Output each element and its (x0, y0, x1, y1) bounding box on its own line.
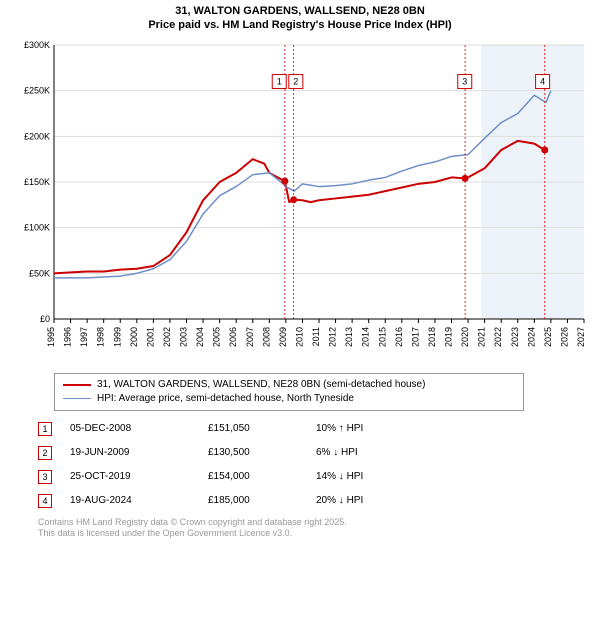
svg-text:2020: 2020 (460, 327, 470, 347)
svg-text:2024: 2024 (526, 327, 536, 347)
svg-text:2014: 2014 (361, 327, 371, 347)
legend-swatch (63, 384, 91, 386)
footer-attribution: Contains HM Land Registry data © Crown c… (38, 517, 592, 540)
svg-text:2016: 2016 (394, 327, 404, 347)
svg-text:2025: 2025 (543, 327, 553, 347)
svg-text:2011: 2011 (311, 327, 321, 346)
footer-line1: Contains HM Land Registry data © Crown c… (38, 517, 592, 529)
svg-text:2010: 2010 (294, 327, 304, 347)
line-chart: £0 £50K £100K £150K £200K £250K £300K 1995 1996 1… (8, 37, 592, 367)
row-price: £185,000 (208, 495, 298, 506)
row-diff: 14% ↓ HPI (316, 471, 426, 482)
svg-text:2023: 2023 (510, 327, 520, 347)
svg-text:2021: 2021 (477, 327, 487, 347)
svg-text:1995: 1995 (46, 327, 56, 347)
legend-swatch (63, 398, 91, 399)
svg-text:2019: 2019 (444, 327, 454, 347)
svg-text:2007: 2007 (245, 327, 255, 347)
svg-text:2009: 2009 (278, 327, 288, 347)
svg-text:1996: 1996 (63, 327, 73, 347)
svg-text:2015: 2015 (377, 327, 387, 347)
row-price: £151,050 (208, 423, 298, 434)
svg-text:£200K: £200K (24, 131, 50, 141)
svg-text:£150K: £150K (24, 177, 50, 187)
svg-text:2004: 2004 (195, 327, 205, 347)
svg-text:1999: 1999 (112, 327, 122, 347)
row-date: 19-AUG-2024 (70, 495, 190, 506)
legend: 31, WALTON GARDENS, WALLSEND, NE28 0BN (… (54, 373, 524, 411)
svg-text:2003: 2003 (179, 327, 189, 347)
row-date: 05-DEC-2008 (70, 423, 190, 434)
row-marker: 2 (38, 446, 52, 460)
row-price: £130,500 (208, 447, 298, 458)
svg-text:2: 2 (293, 76, 298, 86)
svg-text:2012: 2012 (328, 327, 338, 347)
svg-text:£100K: £100K (24, 222, 50, 232)
svg-text:2002: 2002 (162, 327, 172, 347)
legend-row: 31, WALTON GARDENS, WALLSEND, NE28 0BN (… (63, 378, 515, 392)
svg-text:£0: £0 (40, 314, 50, 324)
svg-text:2000: 2000 (129, 327, 139, 347)
svg-text:1998: 1998 (96, 327, 106, 347)
chart-area: £0 £50K £100K £150K £200K £250K £300K 1995 1996 1… (8, 37, 592, 367)
row-marker: 4 (38, 494, 52, 508)
svg-text:3: 3 (462, 76, 467, 86)
table-row: 4 19-AUG-2024 £185,000 20% ↓ HPI (38, 489, 592, 513)
legend-row: HPI: Average price, semi-detached house,… (63, 392, 515, 406)
svg-text:2022: 2022 (493, 327, 503, 347)
row-date: 25-OCT-2019 (70, 471, 190, 482)
svg-text:£50K: £50K (29, 268, 50, 278)
svg-text:2005: 2005 (212, 327, 222, 347)
price-table: 1 05-DEC-2008 £151,050 10% ↑ HPI 2 19-JUN-200… (38, 417, 592, 513)
svg-text:2001: 2001 (145, 327, 155, 347)
row-marker: 3 (38, 470, 52, 484)
legend-label: HPI: Average price, semi-detached house,… (97, 393, 354, 404)
table-row: 2 19-JUN-2009 £130,500 6% ↓ HPI (38, 441, 592, 465)
table-row: 3 25-OCT-2019 £154,000 14% ↓ HPI (38, 465, 592, 489)
svg-text:2008: 2008 (261, 327, 271, 347)
svg-text:2026: 2026 (559, 327, 569, 347)
title-line2: Price paid vs. HM Land Registry's House … (8, 18, 592, 32)
svg-text:2018: 2018 (427, 327, 437, 347)
svg-text:1997: 1997 (79, 327, 89, 347)
table-row: 1 05-DEC-2008 £151,050 10% ↑ HPI (38, 417, 592, 441)
svg-text:4: 4 (540, 76, 545, 86)
row-diff: 6% ↓ HPI (316, 447, 426, 458)
row-date: 19-JUN-2009 (70, 447, 190, 458)
svg-text:£250K: £250K (24, 85, 50, 95)
row-diff: 10% ↑ HPI (316, 423, 426, 434)
svg-text:2006: 2006 (228, 327, 238, 347)
row-marker: 1 (38, 422, 52, 436)
chart-title: 31, WALTON GARDENS, WALLSEND, NE28 0BN P… (8, 4, 592, 33)
svg-text:1: 1 (277, 76, 282, 86)
svg-text:2017: 2017 (410, 327, 420, 347)
svg-text:£300K: £300K (24, 40, 50, 50)
svg-text:2013: 2013 (344, 327, 354, 347)
row-diff: 20% ↓ HPI (316, 495, 426, 506)
row-price: £154,000 (208, 471, 298, 482)
legend-label: 31, WALTON GARDENS, WALLSEND, NE28 0BN (… (97, 379, 425, 390)
footer-line2: This data is licensed under the Open Gov… (38, 528, 592, 540)
svg-text:2027: 2027 (576, 327, 586, 347)
title-line1: 31, WALTON GARDENS, WALLSEND, NE28 0BN (8, 4, 592, 18)
